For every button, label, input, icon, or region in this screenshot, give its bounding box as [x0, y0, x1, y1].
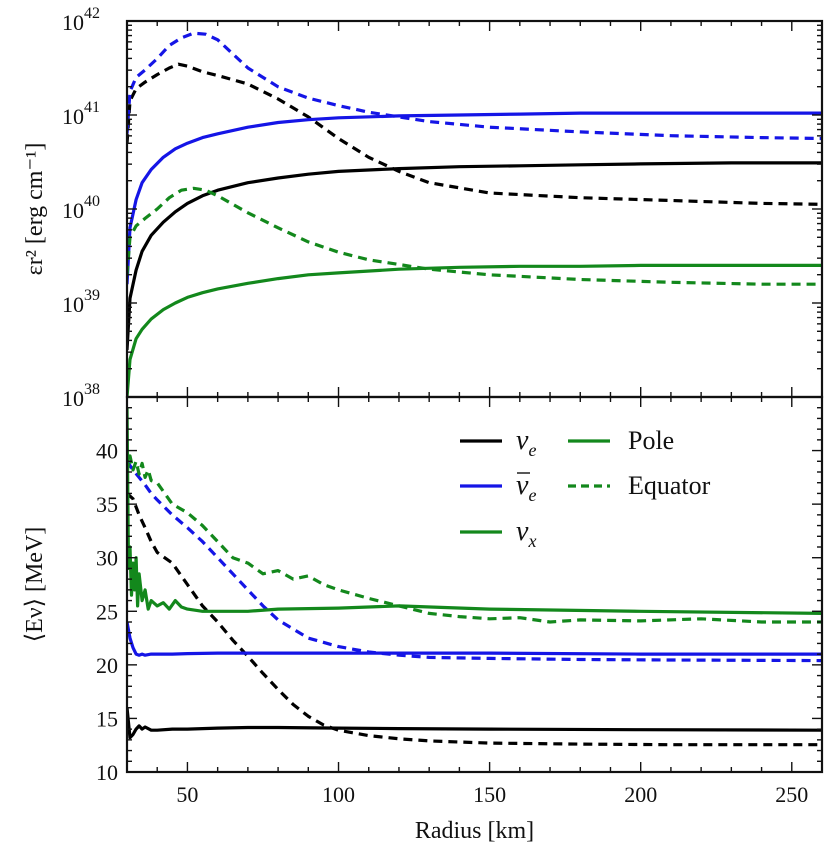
top-panel: 1038 1039 1040 1041 1042 εr² [erg cm⁻¹]	[22, 5, 824, 411]
y-axis-label-bottom: ⟨Eν⟩ [MeV]	[22, 527, 48, 643]
legend-label-flavor: νe	[516, 470, 536, 505]
series-top-nu_e-pole	[127, 161, 822, 351]
series-bottom-nu_x-equator	[127, 454, 822, 624]
series-top-nu_x-equator	[127, 186, 822, 286]
legend: νe νe νx Pole Equator	[460, 425, 711, 551]
y-tick-label-top: 1042	[62, 5, 100, 35]
plot-frame-top	[125, 19, 824, 399]
y-axis-label-top: εr² [erg cm⁻¹]	[22, 143, 48, 276]
bottom-panel: 10 15 20 25 30 35 40 ⟨Eν⟩ [MeV] 50 100 150 200 250	[22, 395, 824, 807]
series-top-nu_x-pole	[127, 263, 822, 397]
y-tick-label-bottom: 20	[96, 653, 118, 678]
x-tick-label: 150	[473, 782, 506, 807]
x-tick-label: 100	[322, 782, 355, 807]
legend-label-flavor: νe	[516, 425, 536, 460]
series-bottom-nu_x-pole	[127, 407, 822, 615]
series-bottom-nubar_e-equator	[127, 460, 822, 663]
x-tick-label: 200	[624, 782, 657, 807]
y-tick-label-top: 1038	[62, 381, 100, 411]
legend-label-flavor: νx	[516, 516, 536, 551]
series-top-nubar_e-equator	[127, 31, 822, 141]
series-bottom-nu_e-pole	[127, 707, 822, 740]
y-tick-label-bottom: 40	[96, 439, 118, 464]
series-top-nubar_e-pole	[127, 111, 822, 285]
y-tick-label-top: 1040	[62, 193, 100, 223]
y-tick-label-top: 1041	[62, 99, 100, 129]
y-tick-label-bottom: 35	[96, 492, 118, 517]
x-axis-label: Radius [km]	[415, 818, 534, 844]
plot-frame-bottom	[125, 395, 824, 774]
y-tick-label-top: 1039	[62, 287, 100, 317]
x-tick-label: 50	[176, 782, 198, 807]
y-tick-label-bottom: 15	[96, 706, 118, 731]
x-tick-label: 250	[775, 782, 808, 807]
series-bottom-nu_e-equator	[127, 492, 822, 747]
y-tick-label-bottom: 30	[96, 546, 118, 571]
legend-label-style: Pole	[628, 426, 674, 455]
legend-label-style: Equator	[628, 471, 711, 500]
series-top-nu_e-equator	[127, 62, 822, 206]
y-tick-label-bottom: 10	[96, 760, 118, 785]
y-tick-label-bottom: 25	[96, 599, 118, 624]
